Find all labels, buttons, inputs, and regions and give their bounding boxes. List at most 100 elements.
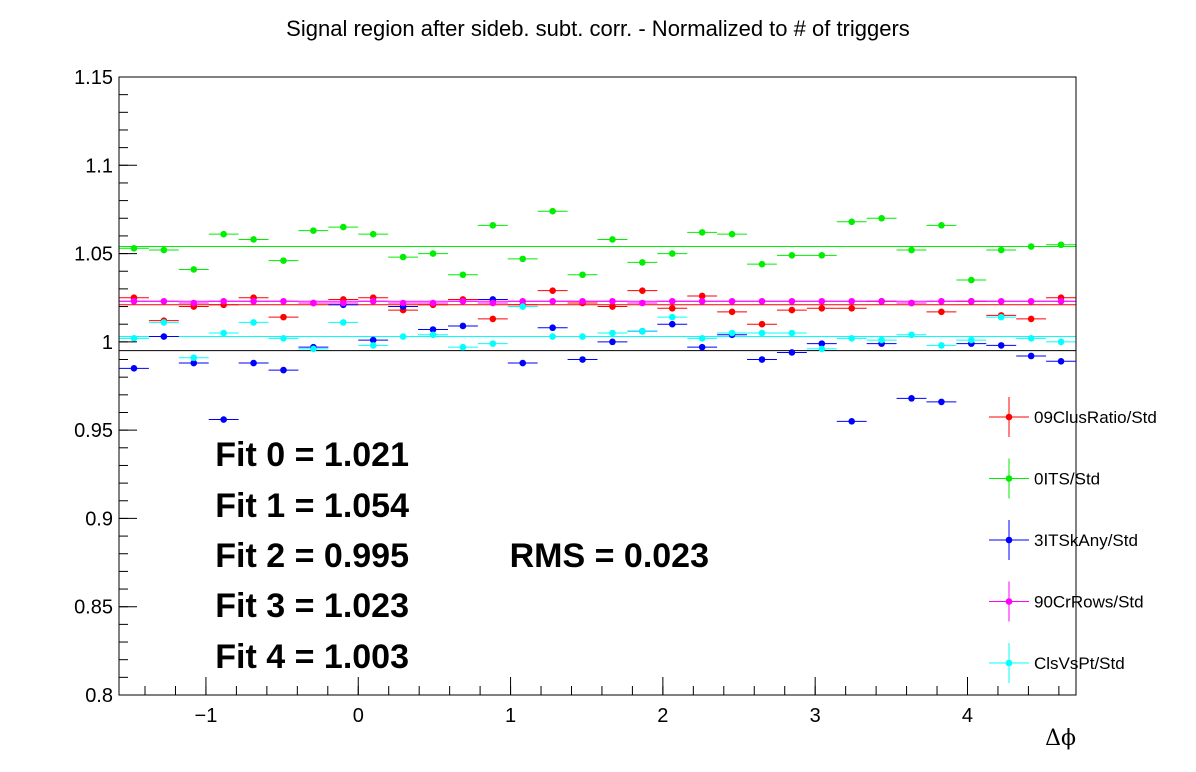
data-point (908, 299, 915, 307)
fit-3-label: Fit 3 = 1.023 (215, 587, 409, 625)
data-point (220, 329, 227, 337)
data-point (788, 306, 796, 314)
data-point (549, 297, 556, 305)
data-point (339, 299, 347, 307)
data-point (369, 297, 377, 305)
axes: 0.8 0.85 0.9 0.95 1 1.05 1.1 1.15 −1 0 1 2 3 4 (74, 67, 1060, 727)
data-point (519, 255, 527, 263)
data-point (130, 244, 138, 252)
fit-4-label: Fit 4 = 1.003 (215, 638, 409, 676)
data-point (369, 230, 377, 238)
data-point (968, 336, 975, 344)
data-point (848, 305, 856, 312)
legend-entry-4: ClsVsPt/Std (989, 643, 1125, 683)
data-point (938, 222, 945, 229)
data-point (908, 395, 915, 402)
legend-entry-1: 0ITS/Std (989, 458, 1100, 499)
data-point (788, 329, 796, 337)
series-2 (119, 296, 1076, 425)
data-point (668, 313, 676, 321)
data-point (160, 246, 168, 254)
legend-marker (1005, 659, 1013, 667)
data-point (997, 313, 1005, 321)
data-point (160, 319, 168, 326)
data-point (459, 322, 467, 330)
x-tick-label: 2 (657, 705, 668, 727)
data-point (1027, 352, 1035, 360)
data-point (818, 297, 826, 305)
legend-label: 09ClusRatio/Std (1034, 408, 1157, 427)
data-point (818, 305, 826, 312)
data-point (250, 236, 257, 243)
legend-entry-0: 09ClusRatio/Std (989, 397, 1157, 437)
x-tick-label: −1 (195, 705, 218, 727)
data-point (130, 365, 138, 372)
x-tick-label: 3 (810, 705, 821, 727)
data-point (818, 345, 826, 353)
data-point (758, 329, 766, 337)
fit-1-label: Fit 1 = 1.054 (215, 487, 409, 525)
data-point (1027, 335, 1035, 342)
data-point (489, 315, 497, 323)
y-tick-label: 0.8 (85, 685, 113, 707)
data-point (130, 297, 138, 305)
fit-lines (119, 246, 1076, 352)
data-point (698, 229, 706, 236)
data-point (160, 333, 168, 340)
y-tick-label: 0.9 (85, 508, 113, 530)
y-tick-label: 1.05 (74, 244, 113, 266)
y-tick-label: 1 (102, 332, 113, 354)
data-point (160, 297, 168, 305)
data-point (639, 327, 646, 335)
data-point (728, 308, 736, 316)
data-point (639, 299, 646, 307)
data-point (788, 297, 796, 305)
data-point (1057, 338, 1065, 346)
data-point (639, 259, 646, 266)
data-point (698, 292, 706, 300)
data-point (609, 236, 616, 243)
rms-label: RMS = 0.023 (510, 537, 709, 575)
series-3 (119, 297, 1076, 307)
data-point (788, 252, 796, 259)
data-point (369, 336, 377, 344)
data-point (938, 297, 945, 305)
data-point (399, 299, 407, 307)
series-4 (119, 303, 1076, 362)
legend-marker (1005, 413, 1013, 421)
data-point (848, 297, 856, 305)
data-point (339, 223, 347, 231)
data-point (878, 214, 885, 222)
data-point (549, 324, 556, 332)
data-point (280, 366, 287, 374)
data-point (698, 335, 706, 342)
data-point (908, 331, 915, 339)
data-point (728, 230, 736, 238)
x-tick-label: 4 (962, 705, 973, 727)
data-point (549, 287, 556, 294)
data-point (519, 359, 527, 367)
legend-label: 0ITS/Std (1034, 470, 1100, 489)
data-point (429, 326, 437, 333)
data-point (579, 297, 586, 305)
data-point (429, 299, 437, 307)
data-point (280, 297, 287, 305)
data-point (1057, 357, 1065, 365)
y-tick-label: 1.15 (74, 67, 113, 89)
data-point (968, 276, 975, 284)
data-point (130, 335, 138, 342)
data-point (698, 297, 706, 305)
data-point (459, 343, 467, 351)
data-point (997, 297, 1005, 305)
legend-label: ClsVsPt/Std (1034, 654, 1125, 673)
y-tick-label: 0.85 (74, 597, 113, 619)
data-point (848, 335, 856, 342)
series-1 (119, 207, 1076, 284)
x-axis-label: Δϕ (1045, 726, 1076, 751)
data-point (579, 356, 586, 363)
legend-entry-2: 3ITSkAny/Std (989, 520, 1138, 560)
data-point (639, 287, 646, 294)
y-tick-label: 0.95 (74, 420, 113, 442)
legend-label: 90CrRows/Std (1034, 593, 1144, 612)
